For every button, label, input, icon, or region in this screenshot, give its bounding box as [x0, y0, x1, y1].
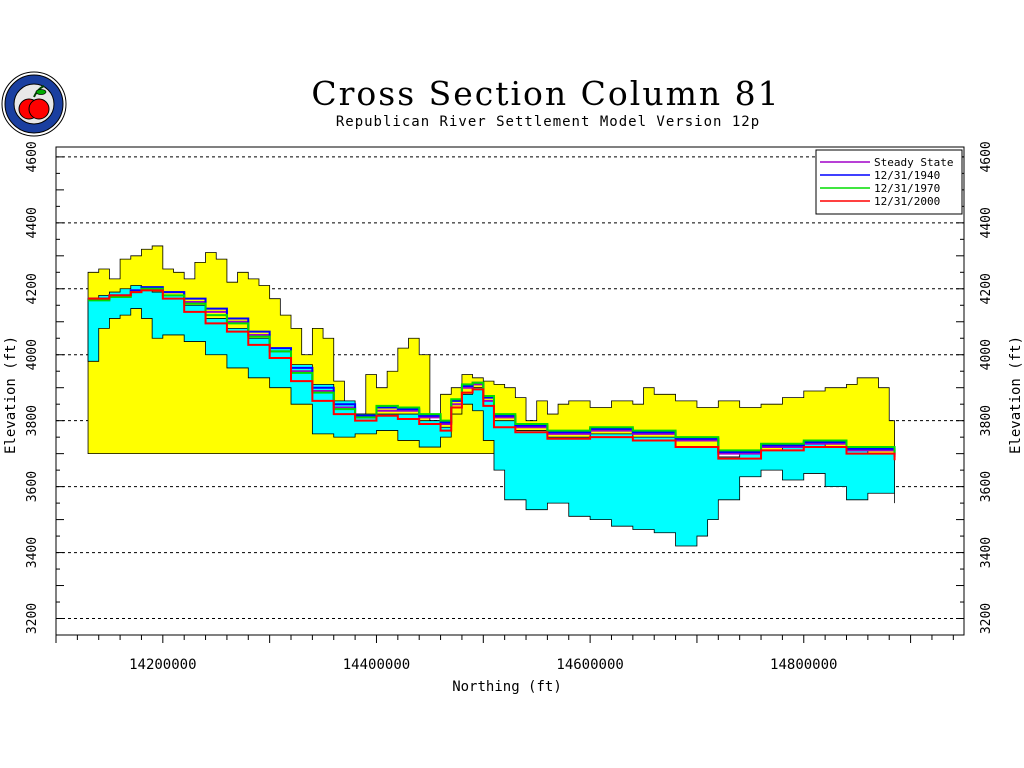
legend-label: Steady State	[874, 156, 953, 169]
y-tick-label: 3800	[25, 405, 40, 436]
x-axis-label: Northing (ft)	[452, 679, 562, 695]
y-axis-left-ticks: 3200 3400 3600 3800 4000 4200 4400 4600	[25, 141, 64, 634]
legend-label: 12/31/1940	[874, 169, 940, 182]
chart-title: Cross Section Column 81	[311, 74, 780, 113]
legend-box	[815, 149, 963, 215]
chart-subtitle: Republican River Settlement Model Versio…	[336, 114, 760, 130]
y-tick-label: 3600	[979, 471, 994, 502]
series-line-4	[88, 289, 896, 461]
y-tick-label: 4600	[25, 141, 40, 172]
y-axis-label-right: Elevation (ft)	[1008, 336, 1024, 454]
y-tick-label: 3600	[25, 471, 40, 502]
y-tick-label: 4400	[979, 207, 994, 238]
y-tick-label: 3400	[25, 537, 40, 568]
y-tick-label: 3400	[979, 537, 994, 568]
series-lines	[88, 286, 896, 461]
legend: Steady State12/31/194012/31/197012/31/20…	[815, 149, 963, 215]
y-tick-label: 4000	[979, 339, 994, 370]
legend-label: 12/31/1970	[874, 182, 940, 195]
y-axis-right-ticks: 3200 3400 3600 3800 4000 4200 4400 4600	[956, 141, 994, 634]
y-tick-label: 3200	[979, 603, 994, 634]
agency-seal-logo	[1, 71, 67, 137]
y-tick-label: 4200	[25, 273, 40, 304]
y-tick-label: 4600	[979, 141, 994, 172]
x-tick-label: 14200000	[129, 657, 196, 673]
legend-label: 12/31/2000	[874, 195, 940, 208]
y-axis-label-left: Elevation (ft)	[3, 336, 19, 454]
y-tick-label: 4000	[25, 339, 40, 370]
y-tick-label: 4200	[979, 273, 994, 304]
plot-frame	[55, 146, 965, 636]
x-tick-label: 14400000	[343, 657, 410, 673]
y-tick-label: 3800	[979, 405, 994, 436]
y-tick-label: 4400	[25, 207, 40, 238]
y-tick-label: 3200	[25, 603, 40, 634]
series-line-3	[88, 287, 896, 454]
x-tick-label: 14800000	[770, 657, 837, 673]
x-tick-label: 14600000	[556, 657, 623, 673]
x-axis-ticks: 14200000 14400000 14600000 14800000	[55, 635, 954, 673]
